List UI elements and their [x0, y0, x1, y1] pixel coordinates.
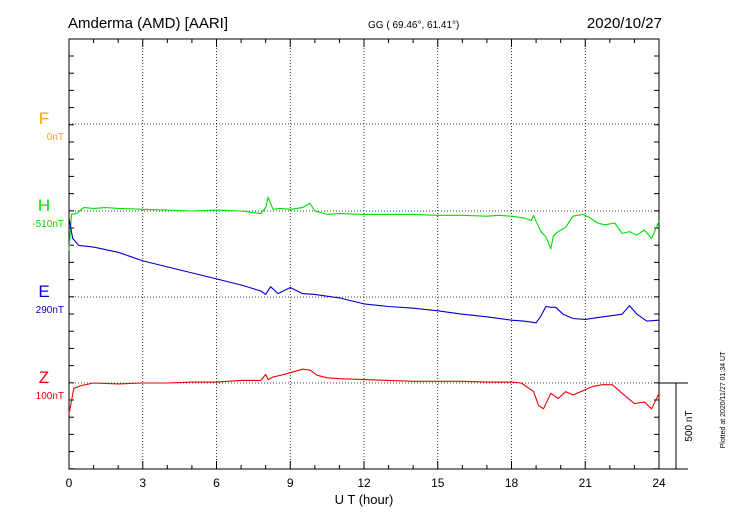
- x-tick-labels: 0 3 6 9 12 15 18 21 24: [66, 476, 666, 490]
- station-title: Amderma (AMD) [AARI]: [68, 15, 228, 32]
- series-baseline-h: -510nT: [32, 219, 64, 230]
- series-line-e: [68, 217, 660, 324]
- scale-bar-label: 500 nT: [684, 410, 695, 441]
- series-line-h: [68, 196, 660, 251]
- plot-frame: [68, 38, 660, 470]
- scale-bar: 500 nT: [659, 382, 695, 470]
- geographic-coordinates: GG ( 69.46°, 61.41°): [368, 20, 459, 31]
- series-lines: [68, 196, 660, 415]
- x-tick-label: 6: [213, 476, 220, 490]
- axis-ticks: [68, 39, 660, 470]
- x-tick-label: 12: [357, 476, 371, 490]
- series-baseline-z: 100nT: [36, 391, 64, 402]
- x-tick-label: 0: [66, 476, 73, 490]
- series-baseline-f: 0nT: [47, 132, 64, 143]
- x-axis-label: U T (hour): [335, 492, 394, 507]
- grid-lines: [69, 39, 659, 469]
- chart-date: 2020/10/27: [587, 15, 662, 32]
- x-tick-label: 9: [287, 476, 294, 490]
- plotted-at-note: Plotted at 2020/11/27 01:34 UT: [720, 351, 727, 448]
- x-tick-label: 18: [505, 476, 519, 490]
- series-label-z: Z: [39, 368, 49, 387]
- x-tick-label: 24: [652, 476, 666, 490]
- x-tick-label: 3: [139, 476, 146, 490]
- series-label-e: E: [38, 282, 49, 301]
- x-tick-label: 21: [579, 476, 593, 490]
- series-labels: F 0nT H -510nT E 290nT Z 100nT: [32, 109, 64, 402]
- series-label-f: F: [39, 109, 49, 128]
- x-tick-label: 15: [431, 476, 445, 490]
- series-label-h: H: [38, 196, 50, 215]
- series-baseline-e: 290nT: [36, 305, 64, 316]
- series-line-z: [68, 368, 660, 415]
